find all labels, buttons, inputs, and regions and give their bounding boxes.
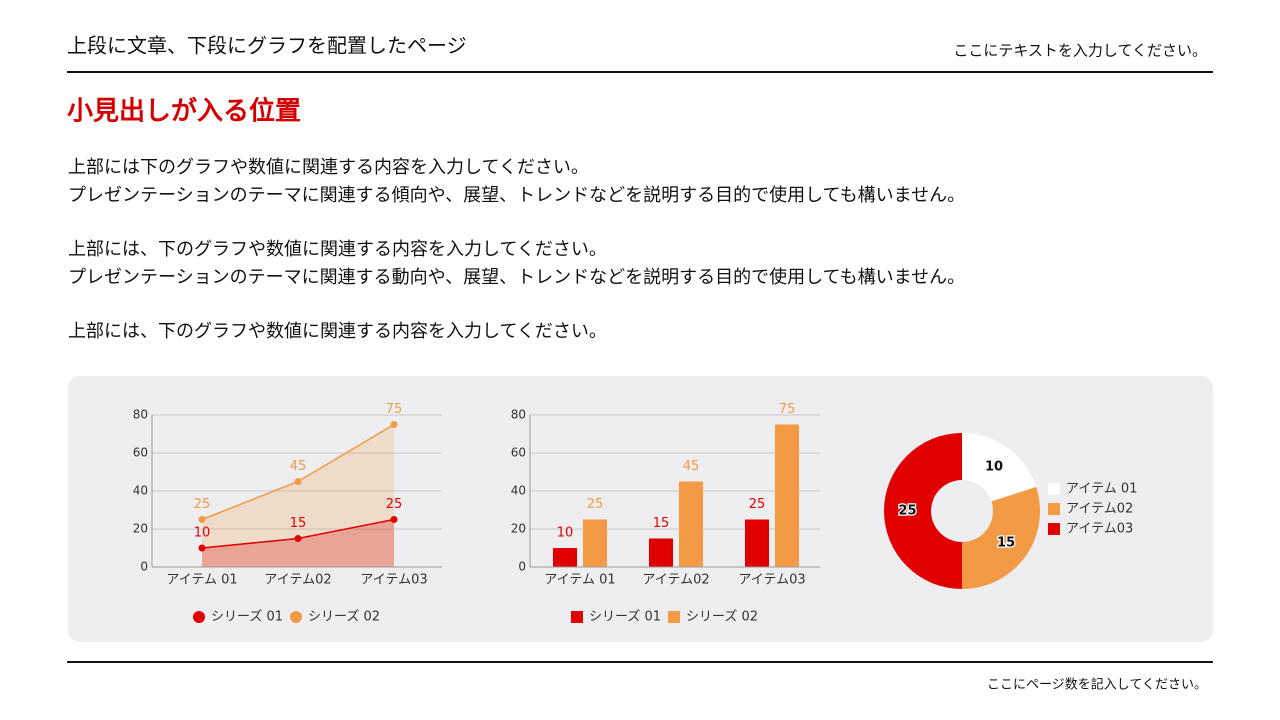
footer-rule [67, 661, 1213, 663]
data-label: 75 [386, 402, 403, 417]
data-label: 10 [985, 459, 1003, 474]
donut-slice [884, 433, 962, 589]
y-tick-label: 80 [511, 408, 526, 422]
bar [553, 548, 577, 567]
paragraph-line: プレゼンテーションのテーマに関連する動向や、展望、トレンドなどを説明する目的で使… [68, 267, 965, 288]
data-label: 10 [557, 526, 574, 541]
heading: 小見出しが入る位置 [67, 96, 301, 127]
point [198, 516, 206, 523]
data-label: 25 [194, 497, 211, 512]
point [198, 544, 206, 552]
legend-marker [668, 611, 680, 623]
legend-label: アイテム02 [1066, 502, 1133, 517]
y-tick-label: 0 [140, 560, 148, 574]
donut-slice [962, 486, 1040, 589]
footer: ここにページ数を記入してください。 [987, 677, 1207, 693]
y-tick-label: 0 [518, 560, 526, 574]
legend-label: アイテム 01 [1066, 482, 1137, 497]
paragraph-line: 上部には、下のグラフや数値に関連する内容を入力してください。 [68, 321, 607, 342]
point [294, 535, 302, 542]
legend-label: シリーズ 02 [308, 609, 380, 625]
paragraph-line: 上部には、下のグラフや数値に関連する内容を入力してください。 [68, 239, 607, 260]
data-label: 25 [749, 497, 766, 512]
y-tick-label: 60 [133, 446, 148, 460]
data-label: 15 [290, 516, 307, 531]
data-label: 45 [290, 459, 307, 474]
data-label: 75 [779, 402, 796, 417]
legend-label: シリーズ 02 [686, 609, 758, 625]
area [202, 424, 394, 567]
legend-marker [193, 611, 205, 623]
paragraph-line: プレゼンテーションのテーマに関連する傾向や、展望、トレンドなどを説明する目的で使… [68, 185, 965, 206]
bar [679, 481, 703, 567]
legend-label: シリーズ 01 [211, 609, 283, 625]
header-note: ここにテキストを入力してください。 [953, 42, 1207, 60]
y-tick-label: 80 [133, 408, 148, 422]
y-tick-label: 20 [133, 522, 148, 536]
point [390, 516, 398, 523]
data-label: 25 [587, 497, 604, 512]
bar [745, 519, 769, 567]
area [202, 519, 394, 567]
legend-marker [290, 611, 302, 623]
y-tick-label: 60 [511, 446, 526, 460]
legend-label: アイテム03 [1066, 522, 1133, 537]
paragraph-line: 上部には下のグラフや数値に関連する内容を入力してください。 [68, 157, 589, 178]
point [390, 421, 398, 428]
x-tick-label: アイテム02 [642, 573, 709, 588]
data-label: 25 [386, 497, 403, 512]
y-tick-label: 40 [133, 484, 148, 498]
legend-marker [571, 611, 583, 623]
data-label: 25 [898, 504, 916, 519]
x-tick-label: アイテム03 [360, 573, 427, 588]
data-label: 45 [683, 459, 700, 474]
data-label: 15 [997, 536, 1015, 551]
legend-marker [1048, 483, 1060, 495]
x-tick-label: アイテム 01 [544, 573, 615, 588]
page-title: 上段に文章、下段にグラフを配置したページ [67, 34, 467, 58]
bar [583, 519, 607, 567]
header-rule [67, 71, 1213, 73]
donut-slice [962, 433, 1037, 502]
y-tick-label: 40 [511, 484, 526, 498]
x-tick-label: アイテム 01 [166, 573, 237, 588]
bar [649, 538, 673, 567]
legend-label: シリーズ 01 [589, 609, 661, 625]
y-tick-label: 20 [511, 522, 526, 536]
data-label: 15 [653, 516, 670, 531]
x-tick-label: アイテム02 [264, 573, 331, 588]
data-label: 10 [194, 526, 211, 541]
bar [775, 424, 799, 567]
legend-marker [1048, 503, 1060, 515]
point [294, 478, 302, 485]
x-tick-label: アイテム03 [738, 573, 805, 588]
legend-marker [1048, 523, 1060, 535]
